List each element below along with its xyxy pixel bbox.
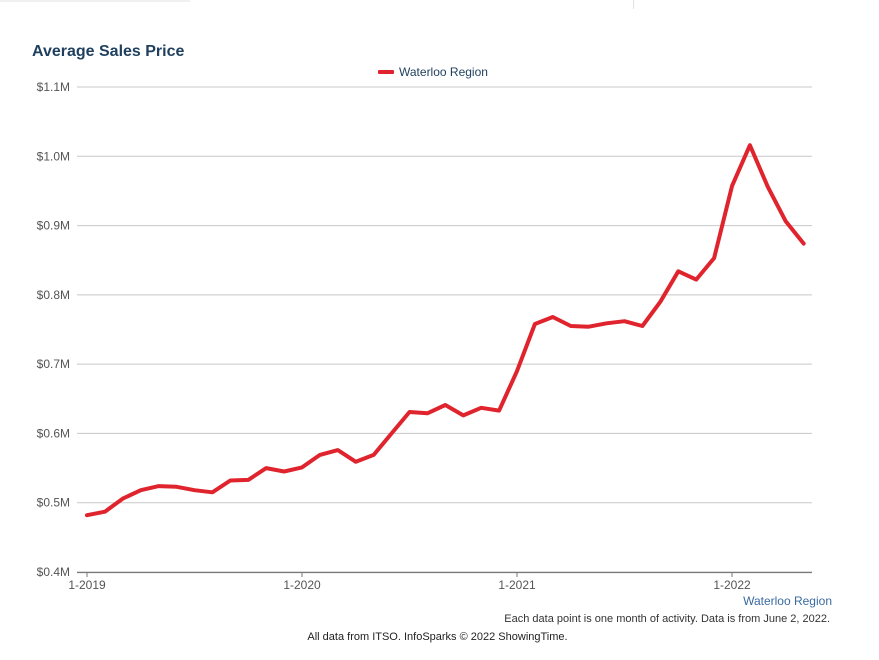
top-divider <box>633 0 634 9</box>
data-note: Each data point is one month of activity… <box>504 613 830 625</box>
data-point[interactable] <box>441 401 449 409</box>
y-tick-label: $1.0M <box>37 149 70 163</box>
data-point[interactable] <box>692 276 700 284</box>
data-point[interactable] <box>137 486 145 494</box>
data-point[interactable] <box>262 464 270 472</box>
data-point[interactable] <box>173 483 181 491</box>
data-point[interactable] <box>334 446 342 454</box>
data-point[interactable] <box>423 409 431 417</box>
data-point[interactable] <box>406 408 414 416</box>
data-point[interactable] <box>83 511 91 519</box>
data-point[interactable] <box>208 488 216 496</box>
data-point[interactable] <box>244 476 252 484</box>
y-tick-label: $0.6M <box>37 426 70 440</box>
data-point[interactable] <box>782 217 790 225</box>
y-tick-label: $0.4M <box>37 565 70 579</box>
x-tick-label: 1-2019 <box>68 578 106 592</box>
data-point[interactable] <box>531 320 539 328</box>
data-point[interactable] <box>800 240 808 248</box>
data-point[interactable] <box>603 319 611 327</box>
data-point[interactable] <box>316 451 324 459</box>
data-point[interactable] <box>298 463 306 471</box>
legend[interactable]: Waterloo Region <box>378 65 488 79</box>
x-axis: 1-2019 1-2020 1-2021 1-2022 <box>68 571 812 592</box>
x-tick-label: 1-2021 <box>498 578 536 592</box>
data-point[interactable] <box>459 411 467 419</box>
data-point[interactable] <box>621 317 629 325</box>
data-point[interactable] <box>101 508 109 516</box>
region-link[interactable]: Waterloo Region <box>743 594 832 608</box>
legend-label: Waterloo Region <box>399 65 488 79</box>
y-tick-label: $0.7M <box>37 357 70 371</box>
data-point[interactable] <box>728 182 736 190</box>
x-tick-label: 1-2020 <box>283 578 321 592</box>
data-point[interactable] <box>119 495 127 503</box>
series-layer <box>83 141 808 519</box>
y-tick-label: $0.9M <box>37 219 70 233</box>
data-point[interactable] <box>674 267 682 275</box>
data-point[interactable] <box>226 477 234 485</box>
data-point[interactable] <box>746 141 754 149</box>
y-tick-label: $0.8M <box>37 288 70 302</box>
series-line-waterloo-region[interactable] <box>85 143 806 518</box>
data-point[interactable] <box>567 322 575 330</box>
data-point[interactable] <box>585 323 593 331</box>
data-point[interactable] <box>638 322 646 330</box>
data-point[interactable] <box>370 451 378 459</box>
data-point[interactable] <box>656 298 664 306</box>
data-point[interactable] <box>352 458 360 466</box>
chart-title: Average Sales Price <box>32 43 185 60</box>
x-tick-label: 1-2022 <box>713 578 751 592</box>
top-decoration <box>0 0 190 2</box>
data-point[interactable] <box>280 468 288 476</box>
data-point[interactable] <box>495 407 503 415</box>
y-axis-labels: $1.1M $1.0M $0.9M $0.8M $0.7M $0.6M $0.5M $0.4M <box>37 80 70 579</box>
data-point[interactable] <box>513 367 521 375</box>
data-point[interactable] <box>155 482 163 490</box>
data-point[interactable] <box>191 486 199 494</box>
data-credit: All data from ITSO. InfoSparks © 2022 Sh… <box>307 631 568 643</box>
data-point[interactable] <box>388 429 396 437</box>
data-point[interactable] <box>549 313 557 321</box>
y-tick-label: $1.1M <box>37 80 70 94</box>
data-point[interactable] <box>710 254 718 262</box>
data-point[interactable] <box>477 404 485 412</box>
legend-swatch <box>378 70 394 74</box>
y-tick-label: $0.5M <box>37 496 70 510</box>
data-point[interactable] <box>764 183 772 191</box>
grid-layer <box>77 86 812 573</box>
